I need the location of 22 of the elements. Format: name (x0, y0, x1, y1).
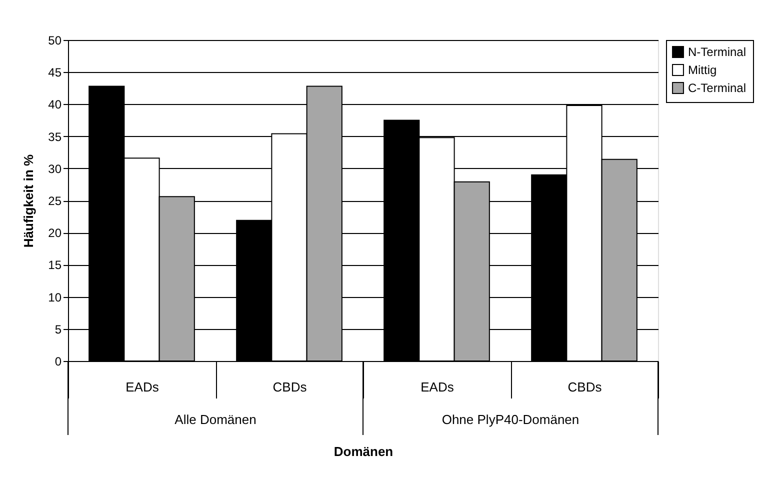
y-tick-label: 40 (48, 98, 62, 112)
x-tick-label: CBDs (568, 380, 602, 394)
y-tick-label: 25 (48, 194, 62, 208)
y-tick-label: 30 (48, 162, 62, 176)
x-tick-label: EADs (126, 380, 160, 394)
text: Alle Domänen (174, 412, 256, 427)
x-axis-title: Domänen (334, 444, 394, 459)
y-axis-title: Häufigkeit in % (21, 154, 36, 248)
y-tick-label: 10 (48, 290, 62, 304)
legend-label: Mittig (688, 63, 717, 77)
y-tick-label: 15 (48, 258, 62, 272)
text: Ohne PlyP40-Domänen (442, 412, 580, 427)
y-tick-label: 35 (48, 130, 62, 144)
y-tick-label: 20 (48, 226, 62, 240)
y-tick-label: 50 (48, 34, 62, 48)
y-tick-label: 45 (48, 66, 62, 80)
y-tick-label: 5 (54, 322, 62, 336)
x-tick-label: EADs (420, 380, 454, 394)
legend-label: C-Terminal (688, 81, 746, 95)
x-tick-label: CBDs (272, 380, 308, 394)
y-tick-label: 0 (54, 354, 62, 368)
legend-label: N-Terminal (688, 45, 746, 59)
